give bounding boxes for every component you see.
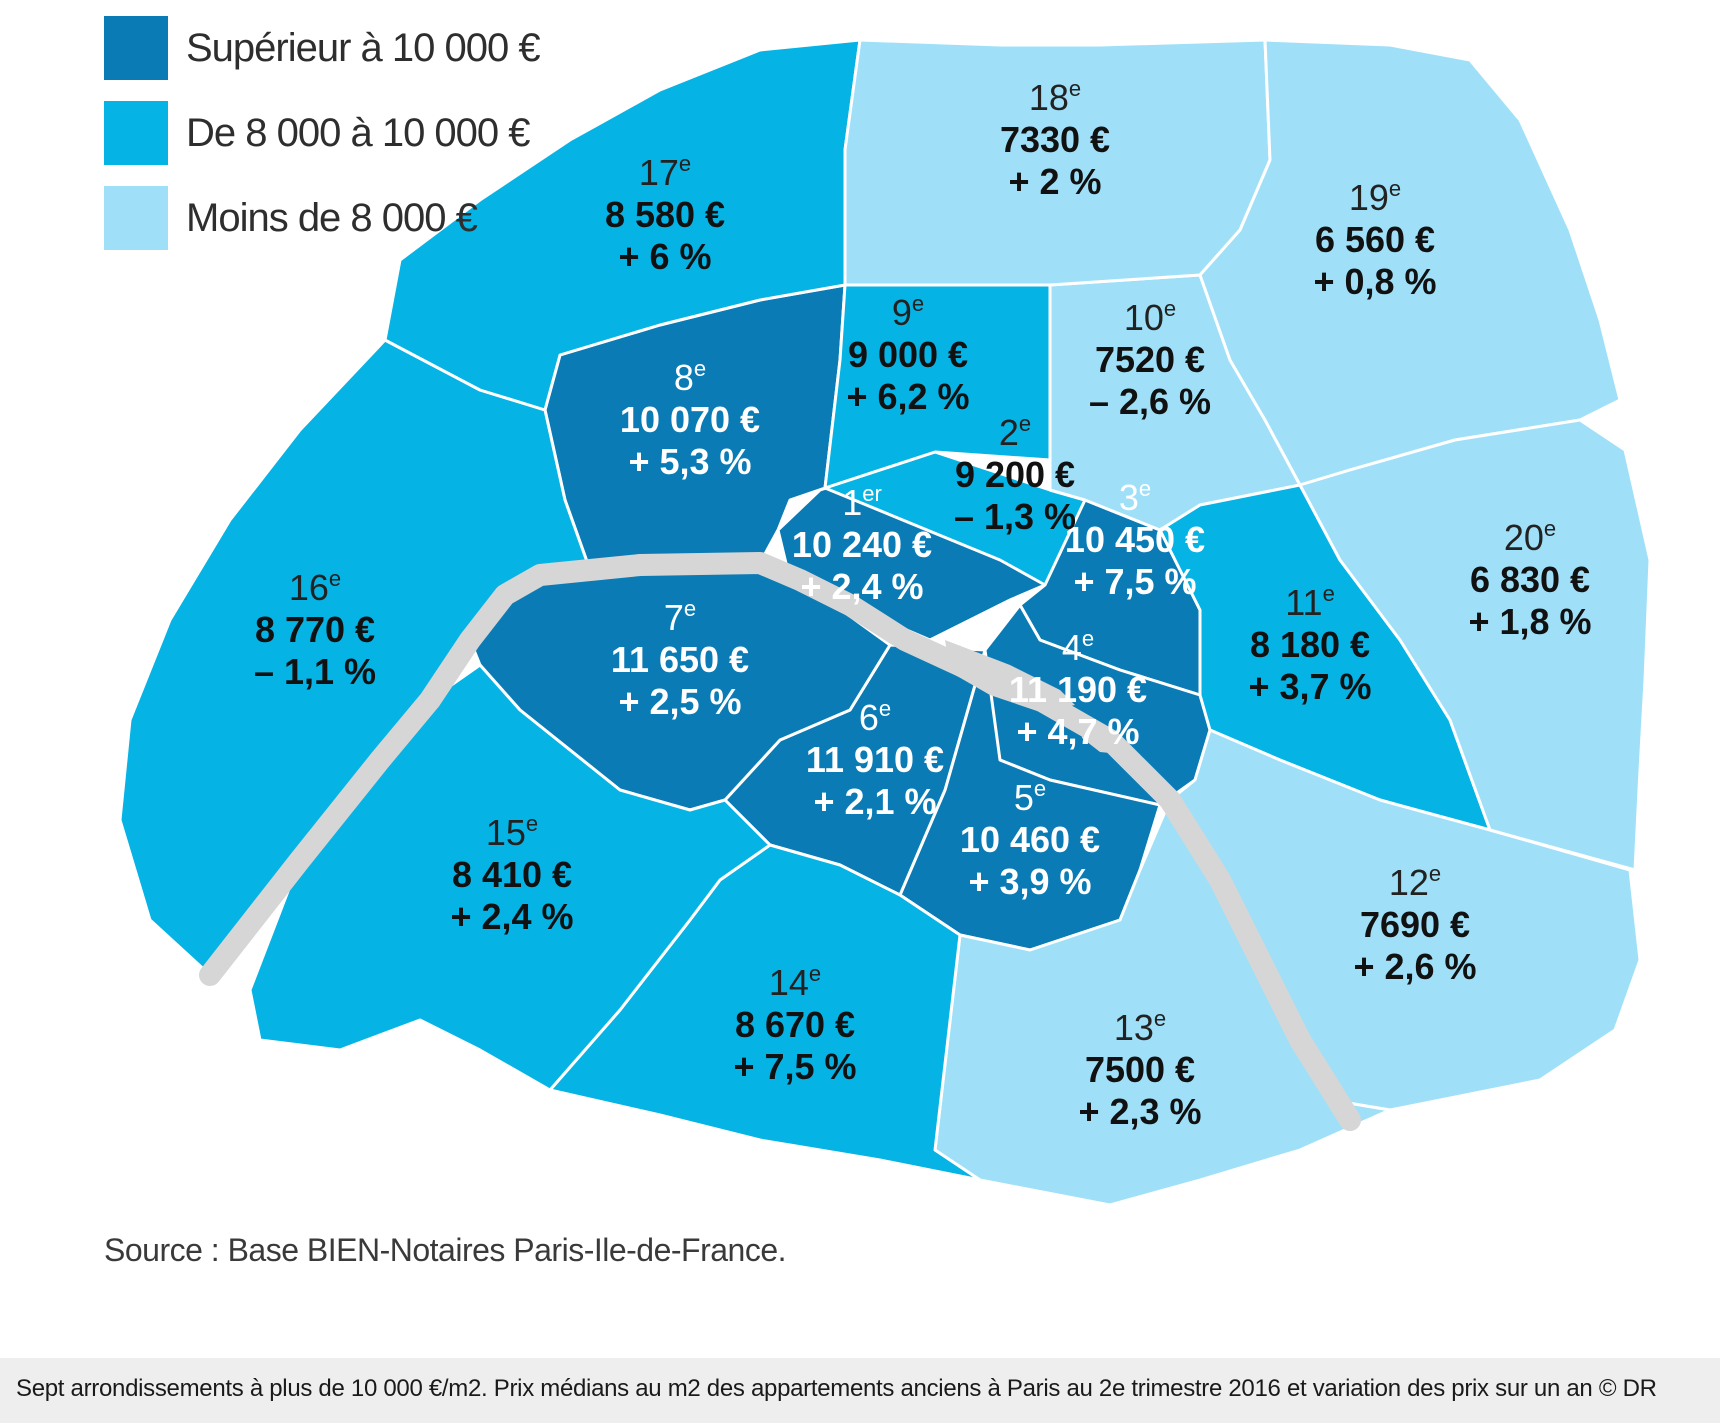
legend-label-high: Supérieur à 10 000 €	[186, 26, 541, 70]
arrondissement-13-suffix: e	[1154, 1006, 1166, 1031]
arrondissement-12-suffix: e	[1429, 861, 1441, 886]
arrondissement-19-price: 6 560 €	[1315, 219, 1435, 260]
arrondissement-6-suffix: e	[879, 696, 891, 721]
legend-swatch-mid	[104, 101, 168, 165]
arrondissement-18-price: 7330 €	[1000, 119, 1110, 160]
arrondissement-20-area	[1298, 418, 1652, 872]
arrondissement-3-suffix: e	[1139, 476, 1151, 501]
arrondissement-2-price: 9 200 €	[955, 454, 1075, 495]
arrondissement-20-change: + 1,8 %	[1468, 601, 1591, 642]
arrondissement-18-change: + 2 %	[1008, 161, 1101, 202]
legend-swatch-high	[104, 16, 168, 80]
arrondissement-2-change: – 1,3 %	[954, 496, 1076, 537]
arrondissement-16-change: – 1,1 %	[254, 651, 376, 692]
arrondissement-17-suffix: e	[679, 151, 691, 176]
arrondissement-11-price: 8 180 €	[1250, 624, 1370, 665]
arrondissement-2-suffix: e	[1019, 411, 1031, 436]
arrondissement-9-number: 9e	[892, 291, 924, 333]
caption-bar	[0, 1358, 1720, 1423]
arrondissement-8-price: 10 070 €	[620, 399, 760, 440]
arrondissement-10-change: – 2,6 %	[1089, 381, 1211, 422]
arrondissement-5-price: 10 460 €	[960, 819, 1100, 860]
arrondissement-8-suffix: e	[694, 356, 706, 381]
arrondissement-6-change: + 2,1 %	[813, 781, 936, 822]
arrondissement-4-number: 4e	[1062, 626, 1094, 668]
arrondissement-20-suffix: e	[1544, 516, 1556, 541]
arrondissement-19-change: + 0,8 %	[1313, 261, 1436, 302]
arrondissement-7-suffix: e	[684, 596, 696, 621]
arrondissement-13-price: 7500 €	[1085, 1049, 1195, 1090]
arrondissement-15-number: 15e	[486, 811, 538, 853]
arrondissement-19-number: 19e	[1349, 176, 1401, 218]
arrondissement-5-suffix: e	[1034, 776, 1046, 801]
arrondissement-15-price: 8 410 €	[452, 854, 572, 895]
arrondissement-19-suffix: e	[1389, 176, 1401, 201]
arrondissement-20-price: 6 830 €	[1470, 559, 1590, 600]
image-caption: Sept arrondissements à plus de 10 000 €/…	[16, 1375, 1657, 1402]
arrondissement-3-change: + 7,5 %	[1073, 561, 1196, 602]
arrondissement-1-price: 10 240 €	[792, 524, 932, 565]
arrondissement-9-price: 9 000 €	[848, 334, 968, 375]
arrondissement-8-change: + 5,3 %	[628, 441, 751, 482]
arrondissement-9-change: + 6,2 %	[846, 376, 969, 417]
arrondissement-15-change: + 2,4 %	[450, 896, 573, 937]
arrondissement-13-change: + 2,3 %	[1078, 1091, 1201, 1132]
arrondissement-4-price: 11 190 €	[1009, 669, 1147, 710]
arrondissement-4-suffix: e	[1082, 626, 1094, 651]
arrondissement-5-change: + 3,9 %	[968, 861, 1091, 902]
arrondissement-zones	[118, 38, 1652, 1207]
arrondissement-7-price: 11 650 €	[611, 639, 749, 680]
arrondissement-4-change: + 4,7 %	[1016, 711, 1139, 752]
arrondissement-12-change: + 2,6 %	[1353, 946, 1476, 987]
arrondissement-18-suffix: e	[1069, 76, 1081, 101]
arrondissement-10-suffix: e	[1164, 296, 1176, 321]
arrondissement-7-change: + 2,5 %	[618, 681, 741, 722]
arrondissement-14-suffix: e	[809, 961, 821, 986]
arrondissement-15-suffix: e	[526, 811, 538, 836]
arrondissement-1-suffix: er	[862, 481, 882, 506]
arrondissement-1-change: + 2,4 %	[800, 566, 923, 607]
legend-label-mid: De 8 000 à 10 000 €	[186, 111, 531, 155]
arrondissement-17-price: 8 580 €	[605, 194, 725, 235]
arrondissement-9-suffix: e	[912, 291, 924, 316]
arrondissement-16-suffix: e	[329, 566, 341, 591]
source-note: Source : Base BIEN-Notaires Paris-Ile-de…	[104, 1232, 787, 1268]
arrondissement-3-price: 10 450 €	[1065, 519, 1205, 560]
seine-river	[199, 552, 1361, 1131]
arrondissement-13-number: 13e	[1114, 1006, 1166, 1048]
arrondissement-17-change: + 6 %	[618, 236, 711, 277]
arrondissement-11-suffix: e	[1323, 581, 1335, 606]
arrondissement-12-price: 7690 €	[1360, 904, 1470, 945]
legend-swatch-low	[104, 186, 168, 250]
arrondissement-14-price: 8 670 €	[735, 1004, 855, 1045]
legend-label-low: Moins de 8 000 €	[186, 196, 478, 240]
arrondissement-14-change: + 7,5 %	[733, 1046, 856, 1087]
arrondissement-10-price: 7520 €	[1095, 339, 1205, 380]
arrondissement-16-price: 8 770 €	[255, 609, 375, 650]
arrondissement-6-price: 11 910 €	[806, 739, 944, 780]
arrondissement-11-change: + 3,7 %	[1248, 666, 1371, 707]
arrondissement-17-number: 17e	[639, 151, 691, 193]
